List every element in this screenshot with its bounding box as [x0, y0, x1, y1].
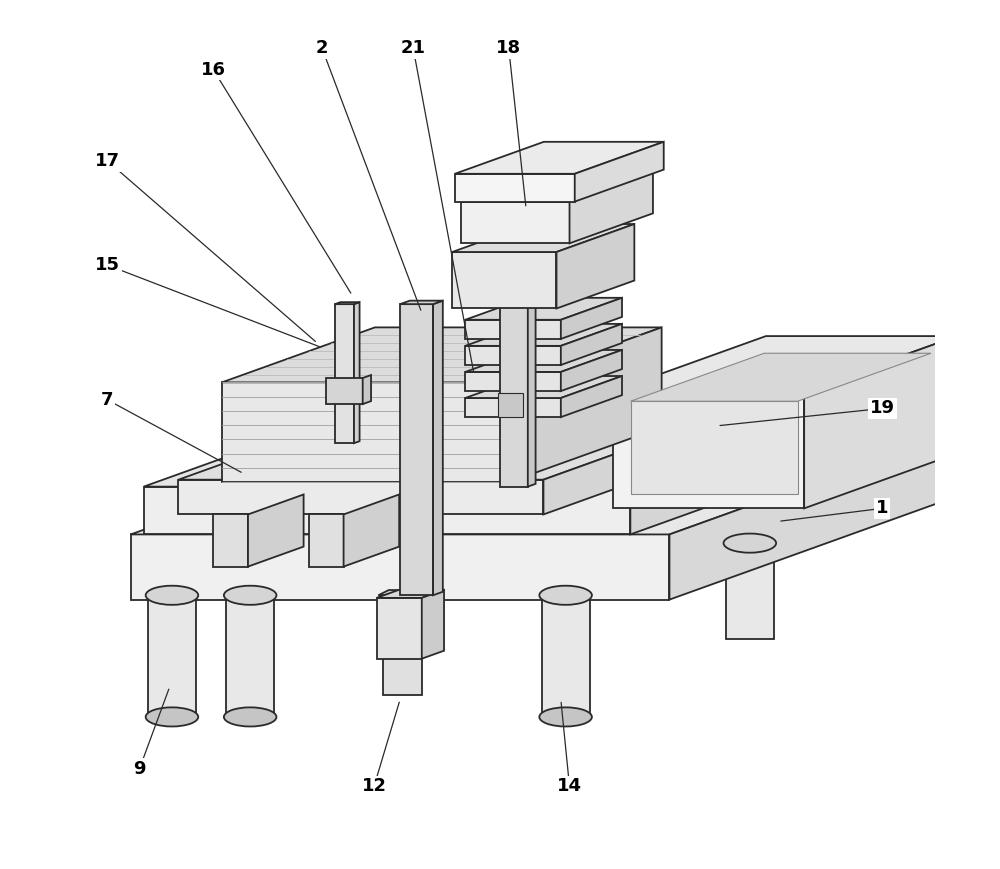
Text: 14: 14 — [557, 778, 582, 795]
Polygon shape — [354, 302, 360, 443]
Polygon shape — [561, 350, 622, 391]
Ellipse shape — [224, 586, 276, 605]
Text: 19: 19 — [870, 400, 895, 417]
Polygon shape — [528, 241, 536, 487]
Ellipse shape — [224, 707, 276, 726]
Polygon shape — [248, 494, 304, 567]
Polygon shape — [630, 395, 886, 534]
Polygon shape — [561, 376, 622, 417]
Text: 17: 17 — [95, 152, 120, 169]
Text: 2: 2 — [316, 39, 328, 56]
Polygon shape — [575, 142, 664, 202]
Polygon shape — [226, 595, 274, 717]
Ellipse shape — [146, 586, 198, 605]
Polygon shape — [326, 378, 363, 404]
Polygon shape — [570, 172, 653, 243]
Polygon shape — [465, 398, 561, 417]
Polygon shape — [631, 401, 798, 494]
Polygon shape — [556, 224, 634, 308]
Polygon shape — [542, 595, 590, 717]
Polygon shape — [144, 487, 630, 534]
Polygon shape — [131, 534, 669, 600]
Polygon shape — [422, 590, 444, 659]
Polygon shape — [309, 514, 344, 567]
Polygon shape — [465, 350, 622, 372]
Polygon shape — [222, 328, 662, 382]
Polygon shape — [383, 595, 422, 695]
Polygon shape — [213, 514, 248, 567]
Polygon shape — [804, 336, 957, 508]
Ellipse shape — [539, 707, 592, 726]
Polygon shape — [222, 382, 509, 482]
Polygon shape — [465, 298, 622, 320]
Polygon shape — [335, 302, 360, 304]
Polygon shape — [433, 301, 443, 595]
Polygon shape — [377, 590, 444, 598]
Polygon shape — [613, 391, 804, 508]
Polygon shape — [400, 301, 443, 304]
Text: 7: 7 — [101, 391, 113, 408]
Polygon shape — [498, 393, 523, 417]
Ellipse shape — [146, 707, 198, 726]
Text: 18: 18 — [496, 39, 521, 56]
Polygon shape — [455, 174, 575, 202]
Polygon shape — [500, 243, 528, 487]
Polygon shape — [461, 172, 653, 202]
Ellipse shape — [724, 534, 776, 553]
Polygon shape — [377, 598, 422, 659]
Polygon shape — [363, 375, 371, 404]
Text: 21: 21 — [401, 39, 426, 56]
Polygon shape — [465, 320, 561, 339]
Polygon shape — [335, 304, 354, 443]
Polygon shape — [509, 328, 662, 482]
Text: 1: 1 — [876, 500, 889, 517]
Text: 12: 12 — [361, 778, 386, 795]
Polygon shape — [144, 395, 886, 487]
Polygon shape — [178, 480, 543, 514]
Polygon shape — [465, 346, 561, 365]
Polygon shape — [726, 543, 774, 639]
Polygon shape — [613, 336, 957, 391]
Polygon shape — [378, 590, 437, 595]
Polygon shape — [455, 142, 664, 174]
Polygon shape — [543, 420, 710, 514]
Polygon shape — [344, 494, 399, 567]
Polygon shape — [465, 324, 622, 346]
Polygon shape — [461, 202, 570, 243]
Polygon shape — [631, 353, 931, 401]
Polygon shape — [465, 372, 561, 391]
Polygon shape — [669, 434, 948, 600]
Polygon shape — [452, 224, 634, 252]
Ellipse shape — [539, 586, 592, 605]
Polygon shape — [561, 324, 622, 365]
Polygon shape — [452, 252, 556, 308]
Polygon shape — [178, 420, 710, 480]
Text: 15: 15 — [95, 256, 120, 274]
Text: 9: 9 — [133, 760, 146, 778]
Polygon shape — [148, 595, 196, 717]
Polygon shape — [131, 434, 948, 534]
Polygon shape — [465, 376, 622, 398]
Polygon shape — [400, 304, 433, 595]
Polygon shape — [561, 298, 622, 339]
Text: 16: 16 — [201, 61, 226, 78]
